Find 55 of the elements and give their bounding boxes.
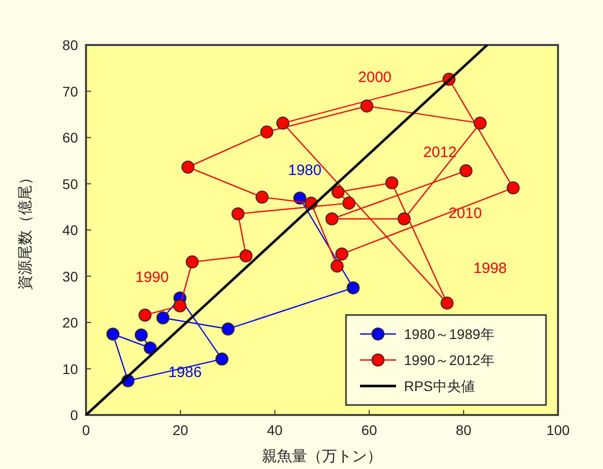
x-tick-label: 60 <box>361 422 378 438</box>
point <box>385 176 398 190</box>
point <box>256 190 269 204</box>
y-tick-label: 40 <box>62 222 78 238</box>
point <box>240 249 253 262</box>
legend-label: 1990～2012年 <box>404 352 494 368</box>
point <box>181 160 194 174</box>
point <box>106 328 120 341</box>
point <box>276 116 290 130</box>
point <box>186 255 199 268</box>
legend-label: RPS中央値 <box>404 378 475 394</box>
point <box>222 322 235 336</box>
annotation: 1998 <box>473 260 507 278</box>
point <box>260 125 274 138</box>
point <box>474 116 487 130</box>
y-tick-label: 20 <box>62 314 78 330</box>
point <box>335 248 348 261</box>
point <box>342 196 356 210</box>
point <box>231 207 244 220</box>
point <box>144 341 157 354</box>
annotation: 1986 <box>168 364 202 381</box>
y-axis-title: 資源尾数（億尾） <box>17 170 34 290</box>
point <box>325 212 338 226</box>
annotation: 2000 <box>358 69 392 86</box>
y-tick-label: 60 <box>62 130 78 146</box>
x-tick-label: 0 <box>82 422 90 438</box>
y-tick-label: 10 <box>62 360 78 377</box>
point <box>173 299 186 312</box>
x-tick-label: 100 <box>546 422 570 438</box>
y-tick-label: 80 <box>62 37 78 53</box>
point <box>215 352 228 366</box>
point <box>459 164 472 178</box>
x-tick-label: 80 <box>456 422 472 438</box>
y-tick-label: 70 <box>62 83 78 100</box>
point <box>346 281 360 294</box>
point <box>440 296 454 310</box>
x-axis-title: 親魚量（万トン） <box>262 448 382 465</box>
annotation: 1980 <box>288 162 322 180</box>
y-tick-label: 30 <box>62 268 78 284</box>
point <box>138 308 152 322</box>
point <box>398 212 411 226</box>
y-tick-label: 0 <box>70 407 78 423</box>
annotation: 2012 <box>423 144 457 161</box>
point <box>156 311 170 324</box>
annotation: 1990 <box>135 269 169 286</box>
point <box>330 260 344 273</box>
x-tick-label: 20 <box>172 422 188 438</box>
point <box>506 181 520 194</box>
point <box>134 328 148 342</box>
annotation: 2010 <box>448 204 482 222</box>
point <box>360 100 374 113</box>
x-tick-label: 40 <box>267 422 283 438</box>
legend-label: 1980～1989年 <box>404 326 494 342</box>
point <box>332 186 345 199</box>
y-tick-label: 50 <box>62 176 78 192</box>
